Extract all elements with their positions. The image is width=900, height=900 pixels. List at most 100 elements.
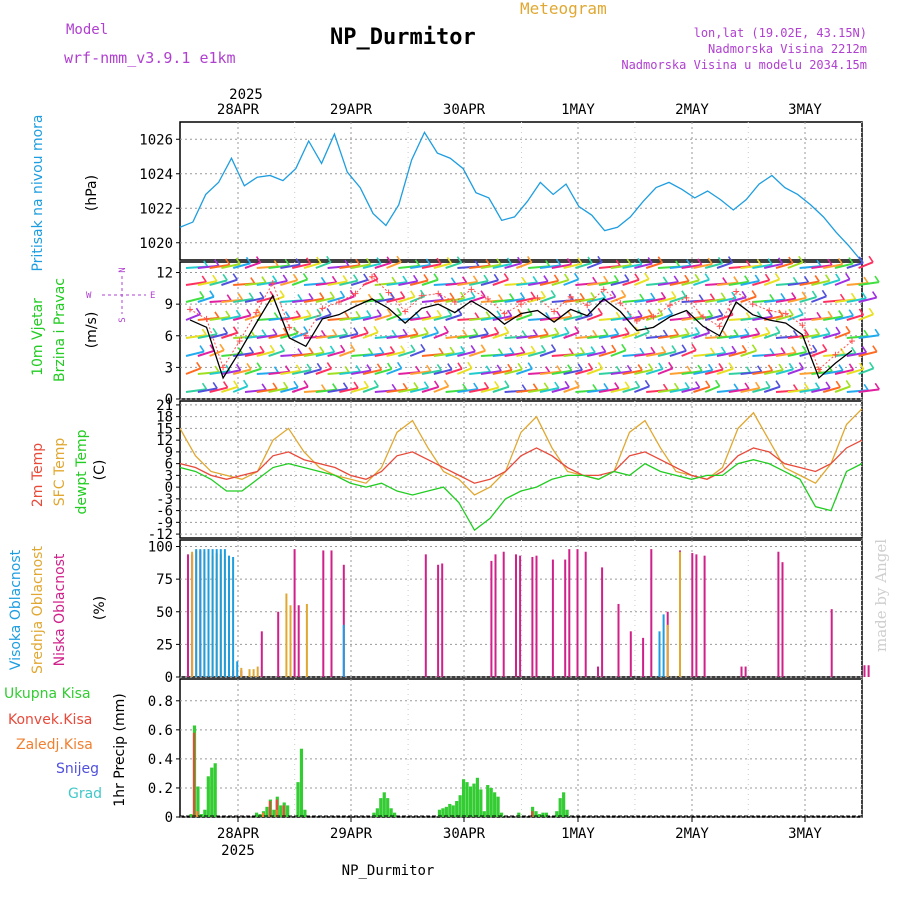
wind-barb-flag bbox=[798, 308, 804, 315]
wind-barb-flag bbox=[681, 290, 687, 298]
wind-barb-flag bbox=[386, 362, 393, 370]
wind-barb-flag bbox=[293, 380, 299, 388]
temperature-ytick-label: -9 bbox=[156, 515, 173, 531]
wind-barb bbox=[587, 388, 609, 393]
precip-total-bar bbox=[451, 805, 455, 817]
wind-barb bbox=[197, 333, 218, 339]
cloud-mid-label: Srednja Oblacnost bbox=[30, 546, 46, 674]
wind-barb bbox=[728, 280, 749, 286]
wind-barb-flag bbox=[443, 325, 449, 333]
wind-barb-flag bbox=[835, 380, 841, 388]
wind-barb bbox=[421, 263, 442, 269]
cloud-ytick-label: 75 bbox=[156, 572, 173, 588]
wind-barb-flag bbox=[449, 346, 455, 354]
wind-barb-flag bbox=[647, 363, 654, 371]
wind-barb-flag bbox=[722, 330, 728, 338]
cloud-mid-bar bbox=[305, 603, 308, 677]
compass-e: E bbox=[150, 291, 155, 301]
wind-barb-flag bbox=[425, 258, 432, 266]
wind-barb-flag bbox=[874, 275, 880, 283]
precip-ytick-label: 0.2 bbox=[148, 781, 173, 797]
model-name: wrf-nmm_v3.9.1 e1km bbox=[64, 49, 236, 67]
wind-barb bbox=[858, 313, 874, 321]
wind-barb-flag bbox=[438, 293, 444, 301]
wind-barb-flag bbox=[792, 329, 799, 337]
wind-barb bbox=[480, 332, 499, 339]
wind-barb-flag bbox=[282, 381, 289, 389]
wind-barb bbox=[634, 298, 655, 303]
legend-graupel: Grad bbox=[68, 786, 102, 802]
wind-barb bbox=[374, 297, 395, 303]
wind-barb-flag bbox=[376, 309, 382, 317]
cloud-high-bar bbox=[203, 549, 206, 677]
wind-barb bbox=[445, 313, 463, 321]
wind-barb-flag bbox=[373, 325, 379, 333]
cloud-low-bar bbox=[601, 567, 604, 677]
plot-area: 1020102210241026036912-12-9-6-3036912151… bbox=[139, 102, 880, 842]
precip-total-bar bbox=[486, 785, 490, 817]
precip-total-bar bbox=[379, 798, 383, 817]
wind-barb bbox=[221, 263, 241, 269]
wind-barb bbox=[787, 261, 804, 269]
wind-barb bbox=[268, 349, 285, 357]
wind-barb bbox=[775, 262, 794, 269]
wind-barb bbox=[563, 385, 580, 393]
wind-barb-flag bbox=[863, 329, 869, 337]
wind-barb bbox=[551, 369, 572, 375]
wind-barb-flag bbox=[837, 257, 844, 265]
wind-barb-flag bbox=[433, 273, 439, 281]
compass-n: N bbox=[118, 267, 128, 272]
wind-barb bbox=[256, 333, 278, 339]
wind-barb bbox=[398, 333, 419, 339]
wind-barb-flag bbox=[697, 258, 703, 266]
wind-barb-flag bbox=[717, 256, 724, 264]
wind-barb-flag bbox=[874, 328, 880, 336]
cloud-low-bar bbox=[777, 551, 780, 677]
wind-barb bbox=[528, 333, 549, 339]
wind-barb bbox=[834, 331, 851, 339]
wind-barb-flag bbox=[209, 290, 215, 298]
wind-barb bbox=[244, 281, 267, 286]
wind-barb-flag bbox=[798, 255, 804, 263]
precip-total-bar bbox=[468, 786, 473, 817]
wind-barb bbox=[834, 385, 851, 393]
wind-barb bbox=[339, 264, 361, 269]
wind-barb-flag bbox=[662, 276, 669, 284]
wind-barb bbox=[622, 331, 640, 339]
wind-barb-flag bbox=[718, 363, 724, 370]
wind-barb-flag bbox=[256, 362, 262, 370]
wind-barb bbox=[634, 278, 650, 286]
wind-barb-flag bbox=[540, 344, 547, 352]
bottom-year-label: 2025 bbox=[221, 843, 255, 859]
wind-barb-flag bbox=[530, 345, 536, 353]
wind-barb-flag bbox=[342, 328, 349, 336]
wind-barb-flag bbox=[868, 361, 875, 369]
cloud-low-bar bbox=[576, 549, 579, 677]
wind-barb bbox=[480, 279, 499, 286]
xtick-label-top: 3MAY bbox=[788, 102, 822, 118]
temp-2m-label: 2m Temp bbox=[30, 443, 46, 507]
wind-barb-flag bbox=[303, 326, 309, 333]
wind-barb-flag bbox=[613, 328, 620, 335]
wind-barb bbox=[646, 351, 666, 357]
wind-barb bbox=[244, 367, 262, 375]
wind-barb bbox=[575, 261, 593, 269]
wind-barb-flag bbox=[493, 326, 500, 334]
wind-barb-flag bbox=[391, 383, 397, 391]
wind-barb-flag bbox=[363, 380, 369, 388]
wind-barb-flag bbox=[344, 311, 350, 319]
wind-barb-flag bbox=[741, 344, 748, 352]
wind-barb-flag bbox=[567, 364, 573, 372]
cloud-high-bar bbox=[342, 624, 345, 677]
wind-barb-flag bbox=[376, 363, 383, 371]
precip-frozen-bar bbox=[261, 812, 265, 817]
wind-barb-flag bbox=[214, 259, 220, 267]
wind-ytick-label: 0 bbox=[165, 392, 173, 408]
wind-barb bbox=[846, 368, 864, 375]
wind-barb-flag bbox=[600, 291, 607, 299]
wind-barb-flag bbox=[366, 310, 372, 317]
wind-barb-flag bbox=[792, 384, 799, 391]
precip-frozen-bar bbox=[196, 811, 199, 817]
wind-barb bbox=[657, 367, 674, 375]
wind-barb-flag bbox=[316, 308, 322, 316]
